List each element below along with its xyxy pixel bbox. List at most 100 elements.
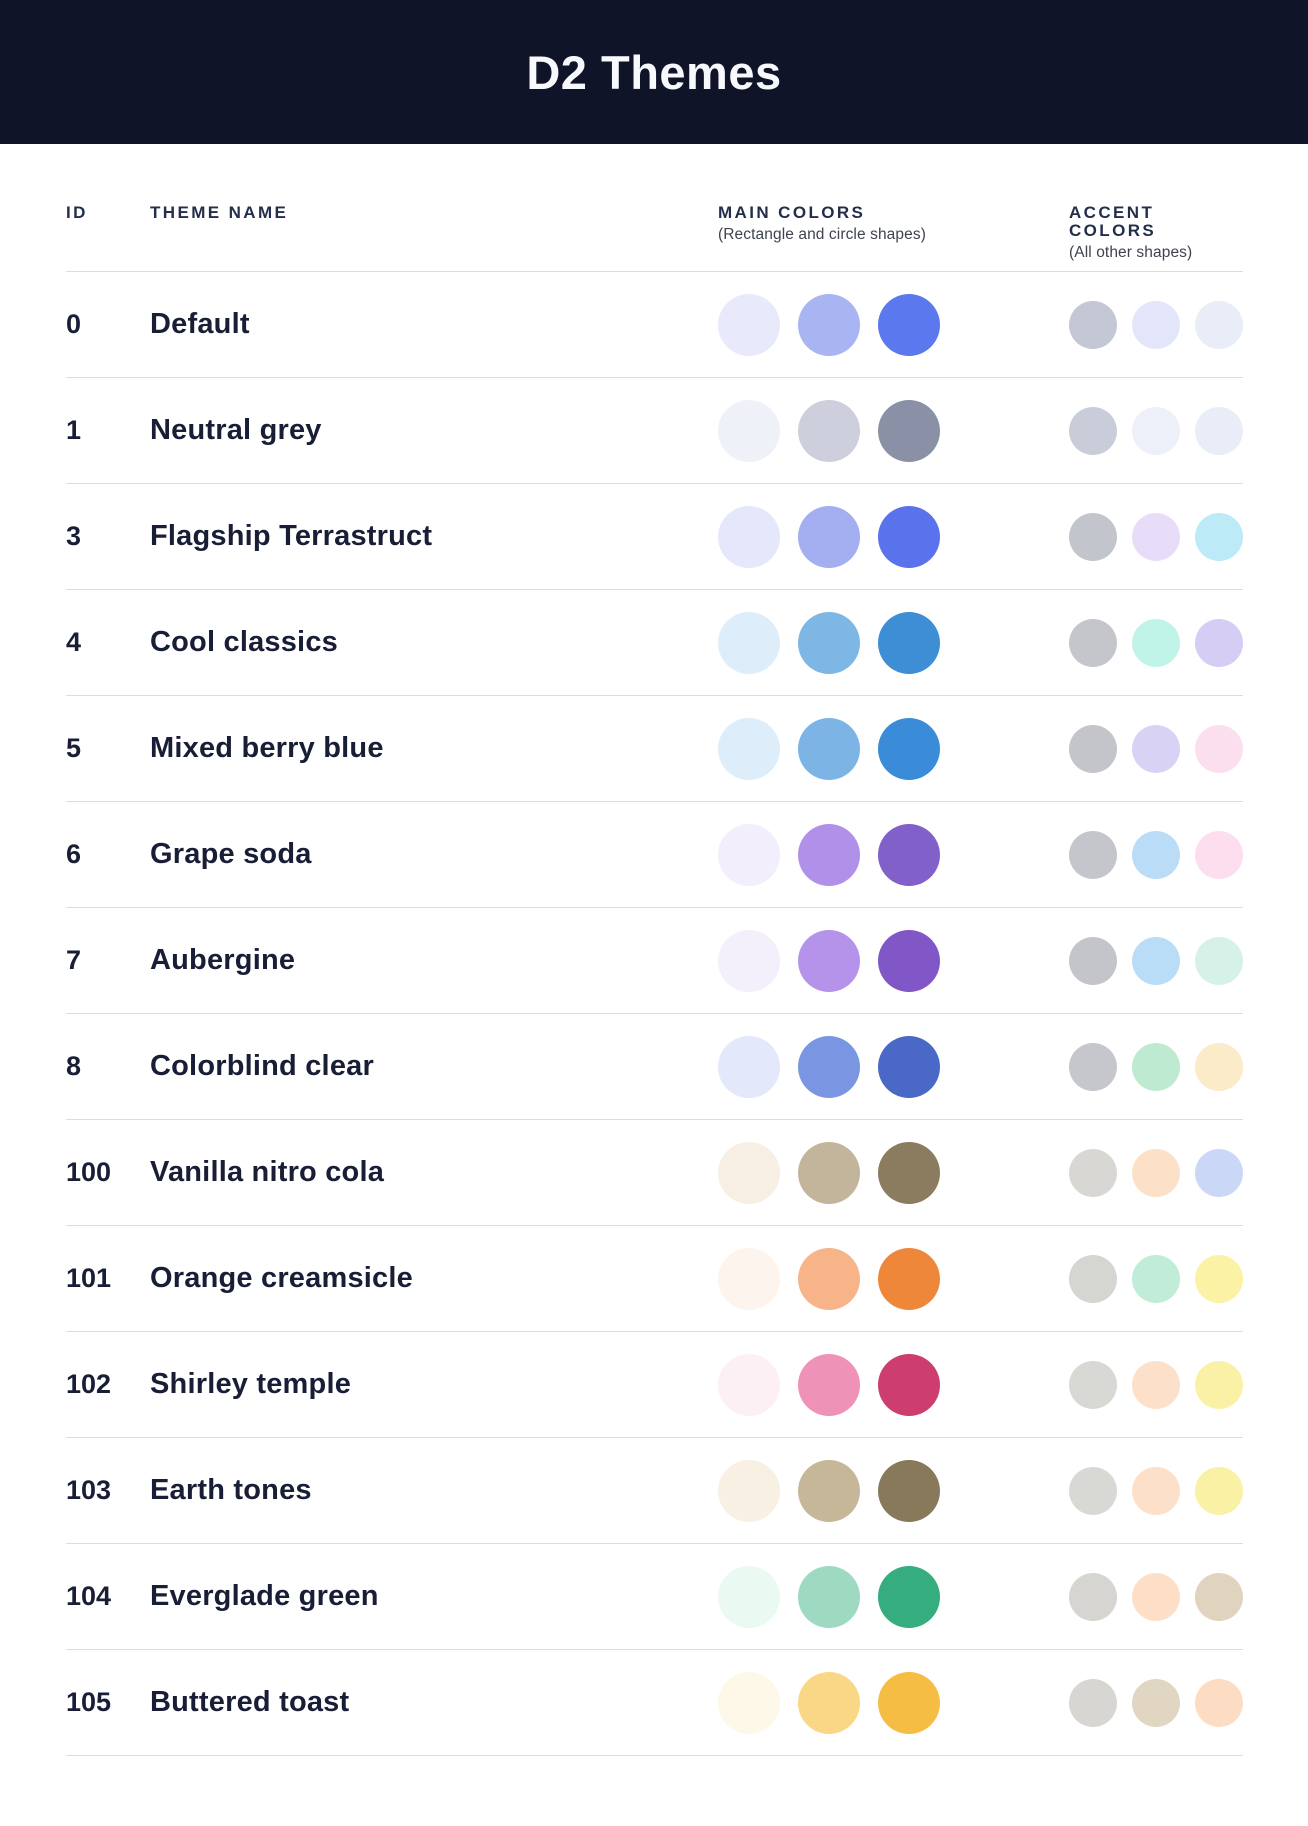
main-color-swatch (798, 293, 860, 356)
main-color-swatch (878, 1141, 940, 1204)
main-color-swatches (718, 929, 1069, 992)
accent-color-swatch (1069, 724, 1117, 773)
main-color-swatch (718, 823, 780, 886)
theme-row: 0 Default (66, 272, 1243, 378)
themes-table: ID THEME NAME MAIN COLORS (Rectangle and… (0, 144, 1308, 1756)
main-color-swatch (718, 1247, 780, 1310)
main-color-swatch (718, 611, 780, 674)
main-color-swatch (878, 1459, 940, 1522)
main-color-swatch (878, 1565, 940, 1628)
theme-id: 6 (66, 839, 82, 869)
accent-color-swatch (1069, 1678, 1117, 1727)
accent-color-swatch (1195, 618, 1243, 667)
main-color-swatch (878, 611, 940, 674)
accent-color-swatches (1069, 1360, 1243, 1409)
accent-color-swatch (1195, 830, 1243, 879)
accent-color-swatches (1069, 724, 1243, 773)
accent-color-swatch (1132, 300, 1180, 349)
main-color-swatch (718, 1459, 780, 1522)
main-color-swatch (878, 1353, 940, 1416)
main-color-swatch (798, 823, 860, 886)
theme-name: Flagship Terrastruct (150, 520, 433, 552)
main-color-swatches (718, 1247, 1069, 1310)
accent-color-swatch (1195, 1572, 1243, 1621)
accent-colors-label: ACCENT COLORS (1069, 203, 1157, 240)
main-color-swatch (718, 1671, 780, 1734)
column-header-theme-name: THEME NAME (150, 203, 289, 222)
accent-color-swatch (1195, 300, 1243, 349)
theme-name: Neutral grey (150, 414, 322, 446)
main-color-swatch (798, 1141, 860, 1204)
accent-color-swatches (1069, 1148, 1243, 1197)
page-header: D2 Themes (0, 0, 1308, 144)
main-color-swatch (798, 611, 860, 674)
theme-id: 0 (66, 309, 82, 339)
theme-row: 7 Aubergine (66, 908, 1243, 1014)
accent-color-swatch (1069, 512, 1117, 561)
accent-color-swatches (1069, 618, 1243, 667)
accent-color-swatch (1195, 1466, 1243, 1515)
theme-row: 101 Orange creamsicle (66, 1226, 1243, 1332)
column-header-id: ID (66, 203, 88, 222)
page-title: D2 Themes (526, 45, 782, 99)
theme-row: 103 Earth tones (66, 1438, 1243, 1544)
main-color-swatch (798, 505, 860, 568)
theme-id: 101 (66, 1263, 112, 1293)
theme-name: Mixed berry blue (150, 732, 384, 764)
main-color-swatches (718, 1353, 1069, 1416)
accent-color-swatch (1195, 724, 1243, 773)
main-color-swatches (718, 823, 1069, 886)
theme-row: 105 Buttered toast (66, 1650, 1243, 1756)
theme-name: Aubergine (150, 944, 296, 976)
accent-color-swatches (1069, 300, 1243, 349)
accent-color-swatch (1069, 1042, 1117, 1091)
accent-color-swatch (1132, 1148, 1180, 1197)
accent-color-swatches (1069, 1042, 1243, 1091)
accent-color-swatches (1069, 936, 1243, 985)
theme-id: 100 (66, 1157, 112, 1187)
theme-name: Grape soda (150, 838, 312, 870)
main-color-swatch (878, 1247, 940, 1310)
main-color-swatch (718, 1035, 780, 1098)
accent-color-swatches (1069, 1466, 1243, 1515)
theme-row: 4 Cool classics (66, 590, 1243, 696)
accent-color-swatch (1069, 406, 1117, 455)
main-colors-subtitle: (Rectangle and circle shapes) (718, 226, 926, 243)
main-color-swatch (718, 1353, 780, 1416)
accent-color-swatches (1069, 512, 1243, 561)
main-color-swatch (878, 929, 940, 992)
main-colors-label: MAIN COLORS (718, 203, 866, 222)
accent-color-swatch (1195, 1678, 1243, 1727)
main-color-swatch (878, 1671, 940, 1734)
main-color-swatches (718, 1565, 1069, 1628)
accent-color-swatch (1132, 830, 1180, 879)
accent-color-swatch (1195, 512, 1243, 561)
accent-color-swatch (1069, 830, 1117, 879)
theme-row: 8 Colorblind clear (66, 1014, 1243, 1120)
main-color-swatch (878, 823, 940, 886)
accent-color-swatch (1132, 724, 1180, 773)
theme-name: Default (150, 308, 250, 340)
accent-color-swatch (1195, 406, 1243, 455)
accent-color-swatch (1195, 1254, 1243, 1303)
theme-name: Buttered toast (150, 1686, 350, 1718)
main-color-swatch (718, 1565, 780, 1628)
table-header-row: ID THEME NAME MAIN COLORS (Rectangle and… (66, 144, 1243, 272)
theme-id: 7 (66, 945, 82, 975)
accent-color-swatch (1132, 512, 1180, 561)
theme-row: 102 Shirley temple (66, 1332, 1243, 1438)
accent-color-swatch (1195, 1148, 1243, 1197)
main-color-swatches (718, 399, 1069, 462)
accent-color-swatch (1195, 1042, 1243, 1091)
theme-row: 100 Vanilla nitro cola (66, 1120, 1243, 1226)
main-color-swatch (718, 505, 780, 568)
main-color-swatch (718, 293, 780, 356)
table-body: 0 Default 1 Neutral grey 3 Flagship Terr… (66, 272, 1243, 1756)
main-color-swatch (798, 399, 860, 462)
theme-id: 105 (66, 1687, 112, 1717)
theme-id: 8 (66, 1051, 82, 1081)
main-color-swatches (718, 1035, 1069, 1098)
accent-color-swatch (1069, 1572, 1117, 1621)
main-color-swatches (718, 1141, 1069, 1204)
main-color-swatch (798, 1353, 860, 1416)
